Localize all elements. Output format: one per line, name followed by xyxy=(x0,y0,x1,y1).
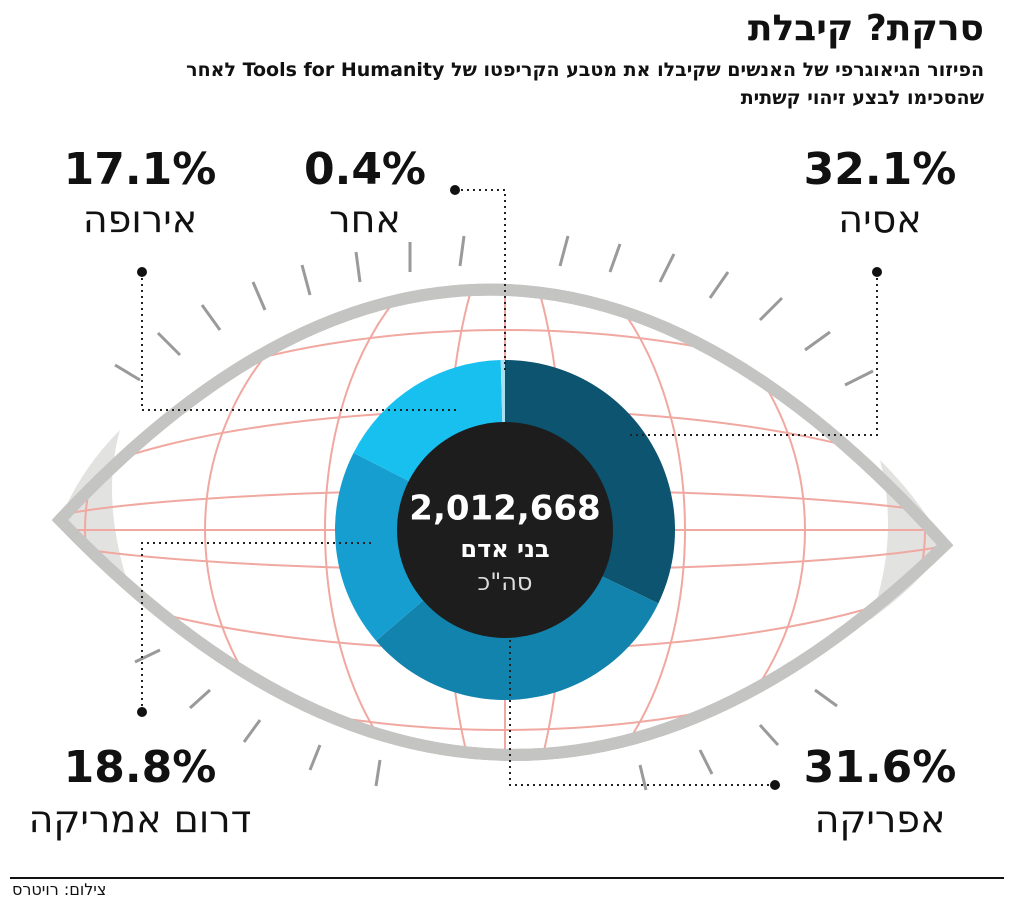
center-total: 2,012,668 xyxy=(409,489,600,529)
subtitle: הפיזור הגיאוגרפי של האנשים שקיבלו את מטב… xyxy=(186,59,984,109)
value-label: 17.1% xyxy=(64,144,217,195)
value-label: 0.4% xyxy=(304,144,426,195)
center-caption: סה"כ xyxy=(478,568,533,596)
category-label: אחר xyxy=(329,198,401,242)
leader-lines xyxy=(137,185,882,790)
credit: צילום: רויטרס xyxy=(12,880,107,899)
category-label: אירופה xyxy=(83,198,197,242)
value-label: 31.6% xyxy=(804,742,957,793)
title: סרקת? קיבלת xyxy=(747,8,984,49)
center-unit: בני אדם xyxy=(460,535,549,563)
value-label: 18.8% xyxy=(64,742,217,793)
category-label: אפריקה xyxy=(815,798,946,842)
eyelashes xyxy=(114,235,874,791)
value-label: 32.1% xyxy=(804,144,957,195)
donut-hole xyxy=(397,422,613,638)
category-label: דרום אמריקה xyxy=(29,798,252,842)
category-label: אסיה xyxy=(838,198,921,242)
header: סרקת? קיבלת הפיזור הגיאוגרפי של האנשים ש… xyxy=(84,6,984,112)
